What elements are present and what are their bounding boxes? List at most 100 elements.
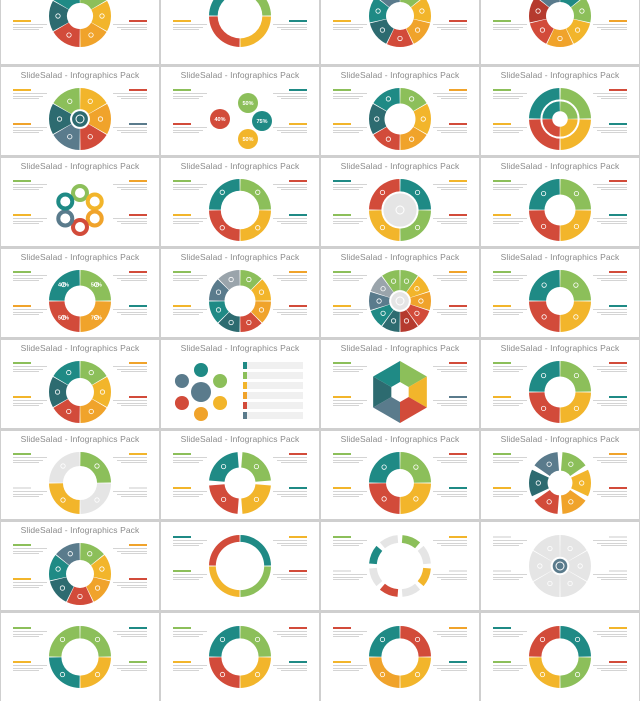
text-block bbox=[13, 578, 47, 590]
percent-label: 50% bbox=[242, 101, 253, 107]
slide-thumbnail[interactable] bbox=[481, 0, 639, 64]
slide-thumbnail[interactable] bbox=[1, 0, 159, 64]
text-block bbox=[493, 362, 527, 374]
ring-segment bbox=[400, 210, 431, 241]
segment-icon bbox=[88, 369, 94, 376]
slide-thumbnail[interactable]: SlideSalad - Infographics Pack bbox=[321, 67, 479, 155]
segment-icon bbox=[253, 463, 260, 470]
slide-thumbnail[interactable]: SlideSalad - Infographics Pack bbox=[161, 340, 319, 428]
ring-segment bbox=[49, 301, 80, 332]
slide-thumbnail[interactable]: SlideSalad - Infographics Pack bbox=[321, 340, 479, 428]
text-block bbox=[593, 271, 627, 283]
ring-segment bbox=[80, 270, 111, 301]
segment-icon bbox=[375, 8, 381, 14]
ring-segment bbox=[560, 392, 591, 423]
slide-title: SlideSalad - Infographics Pack bbox=[500, 161, 620, 171]
slide-thumbnail[interactable] bbox=[1, 613, 159, 701]
slide-thumbnail[interactable]: SlideSalad - Infographics Pack bbox=[481, 431, 639, 519]
slide-thumbnail[interactable]: SlideSalad - Infographics Pack bbox=[481, 67, 639, 155]
slide-thumbnail[interactable] bbox=[481, 522, 639, 610]
ring-segment bbox=[240, 657, 271, 688]
segment-icon bbox=[573, 405, 580, 412]
segment-icon bbox=[577, 563, 583, 569]
infographic bbox=[373, 361, 427, 423]
segment-icon bbox=[540, 405, 547, 412]
text-block bbox=[13, 396, 47, 408]
segment-icon bbox=[67, 551, 73, 557]
text-block bbox=[493, 89, 527, 101]
ring-segment bbox=[49, 270, 80, 301]
ring-segment bbox=[92, 376, 111, 408]
segment-icon bbox=[547, 580, 553, 587]
slide-thumbnail[interactable]: SlideSalad - Infographics Pack bbox=[161, 249, 319, 337]
list-node bbox=[213, 374, 228, 388]
ring-segment bbox=[240, 179, 271, 210]
ring-segment bbox=[369, 291, 390, 311]
text-block bbox=[173, 20, 207, 32]
text-block bbox=[173, 214, 207, 226]
hex-segment bbox=[373, 376, 392, 408]
ring-segment bbox=[209, 566, 240, 597]
ring-segment bbox=[400, 483, 431, 514]
ring-segment bbox=[66, 586, 94, 605]
segment-icon bbox=[99, 389, 106, 395]
slide-thumbnail[interactable]: SlideSalad - Infographics Pack bbox=[1, 67, 159, 155]
text-block bbox=[433, 396, 467, 408]
text-block bbox=[273, 271, 307, 283]
slide-thumbnail[interactable]: SlideSalad - Infographics Pack bbox=[481, 249, 639, 337]
text-block bbox=[173, 123, 207, 135]
text-block bbox=[433, 89, 467, 101]
segment-icon bbox=[87, 98, 93, 104]
infographic bbox=[209, 179, 271, 241]
slide-thumbnail[interactable] bbox=[161, 522, 319, 610]
slide-thumbnail[interactable] bbox=[321, 522, 479, 610]
infographic: 50% 75% 50% 40% bbox=[49, 270, 111, 332]
slide-thumbnail[interactable]: SlideSalad - Infographics Pack bbox=[161, 158, 319, 246]
list-bar bbox=[243, 392, 303, 399]
slide-thumbnail[interactable]: SlideSalad - Infographics Pack bbox=[481, 158, 639, 246]
ring-segment bbox=[560, 626, 591, 657]
segment-icon bbox=[403, 278, 410, 284]
segment-icon bbox=[418, 298, 424, 304]
gear-icon bbox=[555, 561, 565, 571]
slide-thumbnail[interactable]: SlideSalad - Infographics Pack bbox=[161, 431, 319, 519]
ring-segment bbox=[369, 567, 383, 587]
slide-thumbnail[interactable]: SlideSalad - Infographics Pack bbox=[321, 249, 479, 337]
slide-thumbnail[interactable]: SlideSalad - Infographics Pack bbox=[1, 340, 159, 428]
slide-thumbnail[interactable]: SlideSalad - Infographics Pack bbox=[321, 158, 479, 246]
segment-icon bbox=[414, 286, 420, 292]
ring-segment bbox=[369, 657, 400, 688]
text-block bbox=[593, 453, 627, 465]
slide-thumbnail[interactable]: SlideSalad - Infographics Pack bbox=[1, 522, 159, 610]
segment-icon bbox=[413, 464, 419, 470]
text-block bbox=[593, 362, 627, 374]
center-circle bbox=[552, 558, 568, 574]
slide-thumbnail[interactable]: SlideSalad - Infographics Pack bbox=[321, 431, 479, 519]
list-node bbox=[194, 407, 208, 421]
slide-thumbnail[interactable] bbox=[321, 613, 479, 701]
ring-segment bbox=[410, 291, 431, 311]
slide-thumbnail[interactable] bbox=[161, 0, 319, 64]
percent-label: 75% bbox=[91, 315, 102, 321]
slide-thumbnail[interactable]: SlideSalad - Infographics Pack 50% 40% 75% 5… bbox=[161, 67, 319, 155]
slide-thumbnail[interactable]: SlideSalad - Infographics Pack bbox=[1, 431, 159, 519]
slide-thumbnail[interactable] bbox=[481, 613, 639, 701]
segment-icon bbox=[56, 116, 63, 122]
infographic bbox=[529, 535, 591, 597]
slide-thumbnail[interactable] bbox=[321, 0, 479, 64]
slide-thumbnail[interactable] bbox=[161, 613, 319, 701]
segment-icon bbox=[374, 116, 380, 122]
segment-icon bbox=[385, 96, 391, 102]
slide-thumbnail[interactable]: SlideSalad - Infographics Pack 50% 75% 50% 4… bbox=[1, 249, 159, 337]
slide-title: SlideSalad - Infographics Pack bbox=[500, 434, 620, 444]
slide-title: SlideSalad - Infographics Pack bbox=[20, 434, 140, 444]
text-block bbox=[333, 362, 367, 374]
ring-segment bbox=[529, 626, 560, 657]
ring-segment bbox=[209, 657, 240, 688]
slide-thumbnail[interactable]: SlideSalad - Infographics Pack bbox=[1, 158, 159, 246]
slide-thumbnail[interactable]: SlideSalad - Infographics Pack bbox=[481, 340, 639, 428]
text-block bbox=[433, 570, 467, 582]
infographic bbox=[209, 270, 271, 332]
ring-segment bbox=[529, 657, 560, 688]
ring-segment bbox=[91, 0, 111, 32]
